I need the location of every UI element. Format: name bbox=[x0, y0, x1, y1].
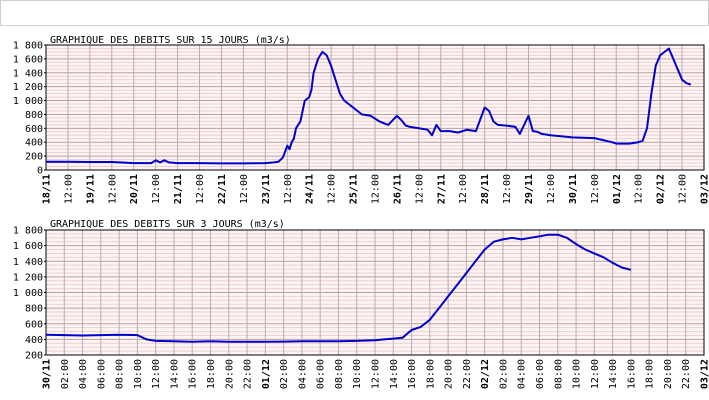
y-tick-label: 1 400 bbox=[13, 68, 43, 79]
x-tick-label: 03/12 bbox=[700, 174, 709, 204]
x-tick-label: 16:00 bbox=[407, 359, 418, 389]
x-tick-label: 12:00 bbox=[590, 174, 601, 204]
chart-3-days: GRAPHIQUE DES DEBITS SUR 3 JOURS (m3/s) … bbox=[13, 219, 709, 389]
y-tick-label: 800 bbox=[25, 110, 43, 121]
y-tick-label: 400 bbox=[25, 138, 43, 149]
x-tick-label: 18:00 bbox=[645, 359, 656, 389]
x-tick-label: 16:00 bbox=[626, 359, 637, 389]
x-tick-label: 29/11 bbox=[524, 174, 535, 204]
x-tick-label: 24/11 bbox=[305, 174, 316, 204]
y-tick-label: 1 600 bbox=[13, 241, 43, 252]
x-tick-label: 10:00 bbox=[352, 359, 363, 389]
x-tick-label: 20/11 bbox=[129, 174, 140, 204]
x-tick-label: 21/11 bbox=[173, 174, 184, 204]
chart-15-days: GRAPHIQUE DES DEBITS SUR 15 JOURS (m3/s)… bbox=[13, 35, 709, 204]
x-tick-label: 12:00 bbox=[371, 359, 382, 389]
x-tick-label: 01/12 bbox=[261, 359, 272, 389]
x-tick-label: 12:00 bbox=[590, 359, 601, 389]
y-tick-label: 1 800 bbox=[13, 226, 43, 237]
x-tick-label: 12:00 bbox=[414, 174, 425, 204]
x-tick-label: 14:00 bbox=[389, 359, 400, 389]
x-tick-label: 08:00 bbox=[334, 359, 345, 389]
y-tick-label: 200 bbox=[25, 152, 43, 163]
x-tick-label: 20:00 bbox=[224, 359, 235, 389]
y-tick-label: 200 bbox=[25, 351, 43, 362]
x-tick-label: 20:00 bbox=[444, 359, 455, 389]
y-tick-label: 1 200 bbox=[13, 272, 43, 283]
x-tick-label: 25/11 bbox=[349, 174, 360, 204]
x-tick-label: 10:00 bbox=[572, 359, 583, 389]
x-tick-label: 08:00 bbox=[115, 359, 126, 389]
x-tick-label: 12:00 bbox=[458, 174, 469, 204]
x-tick-label: 12:00 bbox=[151, 174, 162, 204]
y-tick-label: 0 bbox=[37, 166, 43, 177]
x-tick-label: 18/11 bbox=[42, 174, 53, 204]
plot-frame bbox=[45, 44, 705, 171]
x-tick-label: 26/11 bbox=[392, 174, 403, 204]
chart-title: GRAPHIQUE DES DEBITS SUR 15 JOURS (m3/s) bbox=[50, 35, 291, 46]
x-tick-label: 30/11 bbox=[42, 359, 53, 389]
y-tick-label: 1 800 bbox=[13, 41, 43, 52]
x-tick-label: 02:00 bbox=[498, 359, 509, 389]
x-tick-label: 12:00 bbox=[107, 174, 118, 204]
y-tick-label: 600 bbox=[25, 319, 43, 330]
x-tick-label: 19/11 bbox=[85, 174, 96, 204]
chart-title: GRAPHIQUE DES DEBITS SUR 3 JOURS (m3/s) bbox=[50, 219, 285, 230]
x-tick-label: 28/11 bbox=[480, 174, 491, 204]
x-tick-label: 18:00 bbox=[425, 359, 436, 389]
x-tick-label: 02/12 bbox=[480, 359, 491, 389]
x-tick-label: 22:00 bbox=[681, 359, 692, 389]
y-tick-label: 1 000 bbox=[13, 288, 43, 299]
x-tick-label: 12:00 bbox=[546, 174, 557, 204]
x-tick-label: 12:00 bbox=[371, 174, 382, 204]
x-tick-label: 23/11 bbox=[261, 174, 272, 204]
y-tick-label: 800 bbox=[25, 304, 43, 315]
x-tick-label: 08:00 bbox=[553, 359, 564, 389]
x-tick-label: 04:00 bbox=[78, 359, 89, 389]
top-input-bar bbox=[0, 0, 709, 26]
y-tick-label: 1 000 bbox=[13, 96, 43, 107]
x-tick-label: 06:00 bbox=[96, 359, 107, 389]
x-tick-label: 16:00 bbox=[188, 359, 199, 389]
x-tick-label: 20:00 bbox=[663, 359, 674, 389]
x-tick-label: 04:00 bbox=[517, 359, 528, 389]
x-tick-label: 14:00 bbox=[608, 359, 619, 389]
x-tick-label: 06:00 bbox=[316, 359, 327, 389]
x-tick-label: 12:00 bbox=[283, 174, 294, 204]
x-tick-label: 22:00 bbox=[462, 359, 473, 389]
x-tick-label: 01/12 bbox=[612, 174, 623, 204]
x-tick-label: 12:00 bbox=[327, 174, 338, 204]
x-tick-label: 10:00 bbox=[133, 359, 144, 389]
x-tick-label: 06:00 bbox=[535, 359, 546, 389]
series-line bbox=[45, 47, 692, 165]
series-line bbox=[45, 233, 632, 343]
y-tick-label: 400 bbox=[25, 335, 43, 346]
x-tick-label: 12:00 bbox=[239, 174, 250, 204]
x-tick-label: 12:00 bbox=[195, 174, 206, 204]
x-tick-label: 12:00 bbox=[502, 174, 513, 204]
y-tick-label: 1 600 bbox=[13, 54, 43, 65]
x-tick-label: 04:00 bbox=[297, 359, 308, 389]
x-tick-label: 14:00 bbox=[169, 359, 180, 389]
x-tick-label: 02:00 bbox=[60, 359, 71, 389]
x-tick-label: 27/11 bbox=[436, 174, 447, 204]
x-tick-label: 03/12 bbox=[700, 359, 709, 389]
x-tick-label: 22/11 bbox=[217, 174, 228, 204]
x-tick-label: 12:00 bbox=[678, 174, 689, 204]
x-tick-label: 22:00 bbox=[243, 359, 254, 389]
x-tick-label: 12:00 bbox=[151, 359, 162, 389]
x-tick-label: 12:00 bbox=[63, 174, 74, 204]
x-tick-label: 18:00 bbox=[206, 359, 217, 389]
y-tick-label: 1 200 bbox=[13, 82, 43, 93]
x-tick-label: 30/11 bbox=[568, 174, 579, 204]
y-tick-label: 600 bbox=[25, 124, 43, 135]
x-tick-label: 02:00 bbox=[279, 359, 290, 389]
y-tick-label: 1 400 bbox=[13, 257, 43, 268]
x-tick-label: 02/12 bbox=[656, 174, 667, 204]
x-tick-label: 12:00 bbox=[634, 174, 645, 204]
